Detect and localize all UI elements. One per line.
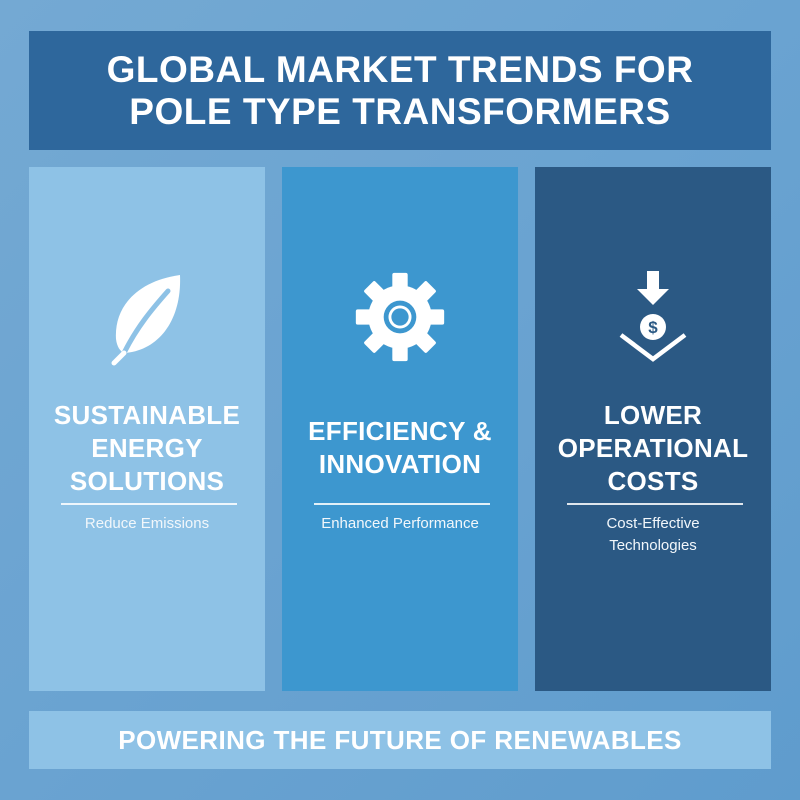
divider: [61, 503, 237, 505]
card-title: EFFICIENCY & INNOVATION: [282, 399, 518, 497]
card-subtitle: Reduce Emissions: [29, 513, 265, 535]
cost-down-dollar-icon: $: [535, 262, 771, 372]
card-subtitle: Enhanced Performance: [282, 513, 518, 535]
divider: [567, 503, 743, 505]
footer-banner: POWERING THE FUTURE OF RENEWABLES: [29, 711, 771, 769]
card-title-line: OPERATIONAL: [557, 432, 749, 463]
card-title-line: COSTS: [607, 465, 699, 496]
trend-card-lower-costs: $ LOWER OPERATIONAL COSTS Cost-Effective…: [535, 167, 771, 691]
card-title-line: SUSTAINABLE: [53, 399, 241, 430]
leaf-icon: [29, 262, 265, 372]
trend-card-efficiency-innovation: EFFICIENCY & INNOVATION Enhanced Perform…: [282, 167, 518, 691]
title-line-1: GLOBAL MARKET TRENDS FOR: [106, 48, 694, 90]
card-title: LOWER OPERATIONAL COSTS: [535, 399, 771, 497]
svg-text:$: $: [648, 318, 658, 337]
card-title-line: INNOVATION: [318, 449, 482, 479]
card-subtitle: Cost-Effective Technologies: [535, 513, 771, 557]
trend-card-sustainable-energy: SUSTAINABLE ENERGY SOLUTIONS Reduce Emis…: [29, 167, 265, 691]
card-subtitle-line: Reduce Emissions: [84, 515, 210, 532]
card-title-line: SOLUTIONS: [69, 465, 225, 496]
footer-text: POWERING THE FUTURE OF RENEWABLES: [118, 724, 682, 755]
card-subtitle-line: Technologies: [609, 537, 697, 554]
title-banner: GLOBAL MARKET TRENDS FOR POLE TYPE TRANS…: [29, 31, 771, 150]
card-title-line: EFFICIENCY &: [308, 416, 492, 446]
card-title-line: ENERGY: [91, 432, 203, 463]
gear-icon: [282, 262, 518, 372]
divider: [314, 503, 490, 505]
title-line-2: POLE TYPE TRANSFORMERS: [129, 90, 671, 132]
card-title-line: LOWER: [603, 399, 703, 430]
card-title: SUSTAINABLE ENERGY SOLUTIONS: [29, 399, 265, 497]
card-subtitle-line: Cost-Effective: [606, 515, 700, 532]
card-subtitle-line: Enhanced Performance: [321, 515, 479, 532]
